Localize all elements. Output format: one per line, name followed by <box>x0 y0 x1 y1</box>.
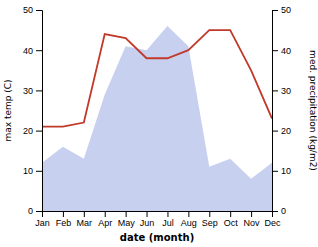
tick: 10 <box>23 166 42 176</box>
tick-label: 30 <box>23 86 33 96</box>
tick-mark <box>147 211 148 217</box>
tick: Sep <box>202 211 218 228</box>
plot: JanFebMarAprMayJunJulAugSepOctNovDec0102… <box>23 5 291 228</box>
tick: Jan <box>35 211 50 228</box>
tick-mark <box>36 171 42 172</box>
tick-label: 30 <box>281 86 291 96</box>
tick-label: Feb <box>56 218 72 228</box>
tick: 20 <box>272 126 291 136</box>
tick-label: 50 <box>23 5 33 15</box>
tick: Aug <box>181 211 197 228</box>
tick: Nov <box>244 211 261 228</box>
tick-label: 20 <box>23 126 33 136</box>
tick-label: Jul <box>162 218 174 228</box>
tick-mark <box>272 211 278 212</box>
y-axis-title: max temp (C) <box>3 79 13 141</box>
tick: 40 <box>272 46 291 56</box>
tick-mark <box>36 50 42 51</box>
tick: 50 <box>272 5 291 15</box>
tick: Dec <box>264 211 281 228</box>
tick: 0 <box>272 206 286 216</box>
tick: 0 <box>28 206 42 216</box>
tick-mark <box>167 211 168 217</box>
tick: May <box>118 211 136 228</box>
area <box>42 26 272 211</box>
tick-label: Sep <box>202 218 218 228</box>
tick-label: Oct <box>224 218 239 228</box>
tick-label: 20 <box>281 126 291 136</box>
tick: Oct <box>224 211 239 228</box>
tick-label: Apr <box>98 218 112 228</box>
x-axis-title: date (month) <box>120 232 194 243</box>
tick-label: 40 <box>281 46 291 56</box>
tick-mark <box>251 211 252 217</box>
tick: Jul <box>162 211 174 228</box>
tick: Apr <box>98 211 112 228</box>
tick-label: Aug <box>181 218 197 228</box>
tick-label: Nov <box>244 218 261 228</box>
tick-mark <box>36 131 42 132</box>
y2-axis-title: med. precipitation (kg/m2) <box>308 50 318 171</box>
tick-mark <box>36 10 42 11</box>
tick: 40 <box>23 46 42 56</box>
tick-mark <box>63 211 64 217</box>
tick: 10 <box>272 166 291 176</box>
tick-mark <box>272 171 278 172</box>
axis-line <box>273 11 279 212</box>
tick-label: 0 <box>28 206 33 216</box>
tick-label: May <box>118 218 136 228</box>
tick-mark <box>209 211 210 217</box>
tick-mark <box>84 211 85 217</box>
axis-line <box>43 212 273 218</box>
tick-mark <box>126 211 127 217</box>
tick-mark <box>36 90 42 91</box>
tick-label: Mar <box>77 218 93 228</box>
tick-mark <box>272 10 278 11</box>
tick: 30 <box>272 86 291 96</box>
tick-mark <box>105 211 106 217</box>
tick: Mar <box>77 211 93 228</box>
tick-label: 10 <box>23 166 33 176</box>
tick-label: Jan <box>35 218 50 228</box>
y-axis: 0 10 20 30 40 50 <box>23 5 43 216</box>
tick: Jun <box>140 211 155 228</box>
tick-mark <box>272 90 278 91</box>
y2-axis: 0 10 20 30 40 50 <box>272 5 291 216</box>
tick-label: Jun <box>140 218 155 228</box>
tick-mark <box>272 131 278 132</box>
tick-label: 0 <box>281 206 286 216</box>
tick-mark <box>188 211 189 217</box>
tick: 30 <box>23 86 42 96</box>
tick-label: Dec <box>264 218 281 228</box>
marks <box>42 26 272 211</box>
x-axis: Jan Feb Mar Apr May Jun Jul Aug Sep Oct NovDec <box>35 211 281 228</box>
tick: Feb <box>56 211 72 228</box>
tick-mark <box>272 50 278 51</box>
tick-label: 50 <box>281 5 291 15</box>
tick: 50 <box>23 5 42 15</box>
tick-label: 10 <box>281 166 291 176</box>
tick-mark <box>230 211 231 217</box>
tick: 20 <box>23 126 42 136</box>
axis-line <box>36 11 43 212</box>
tick-mark <box>36 211 42 212</box>
chart: JanFebMarAprMayJunJulAugSepOctNovDec0102… <box>0 0 318 247</box>
tick-label: 40 <box>23 46 33 56</box>
line <box>42 30 272 126</box>
